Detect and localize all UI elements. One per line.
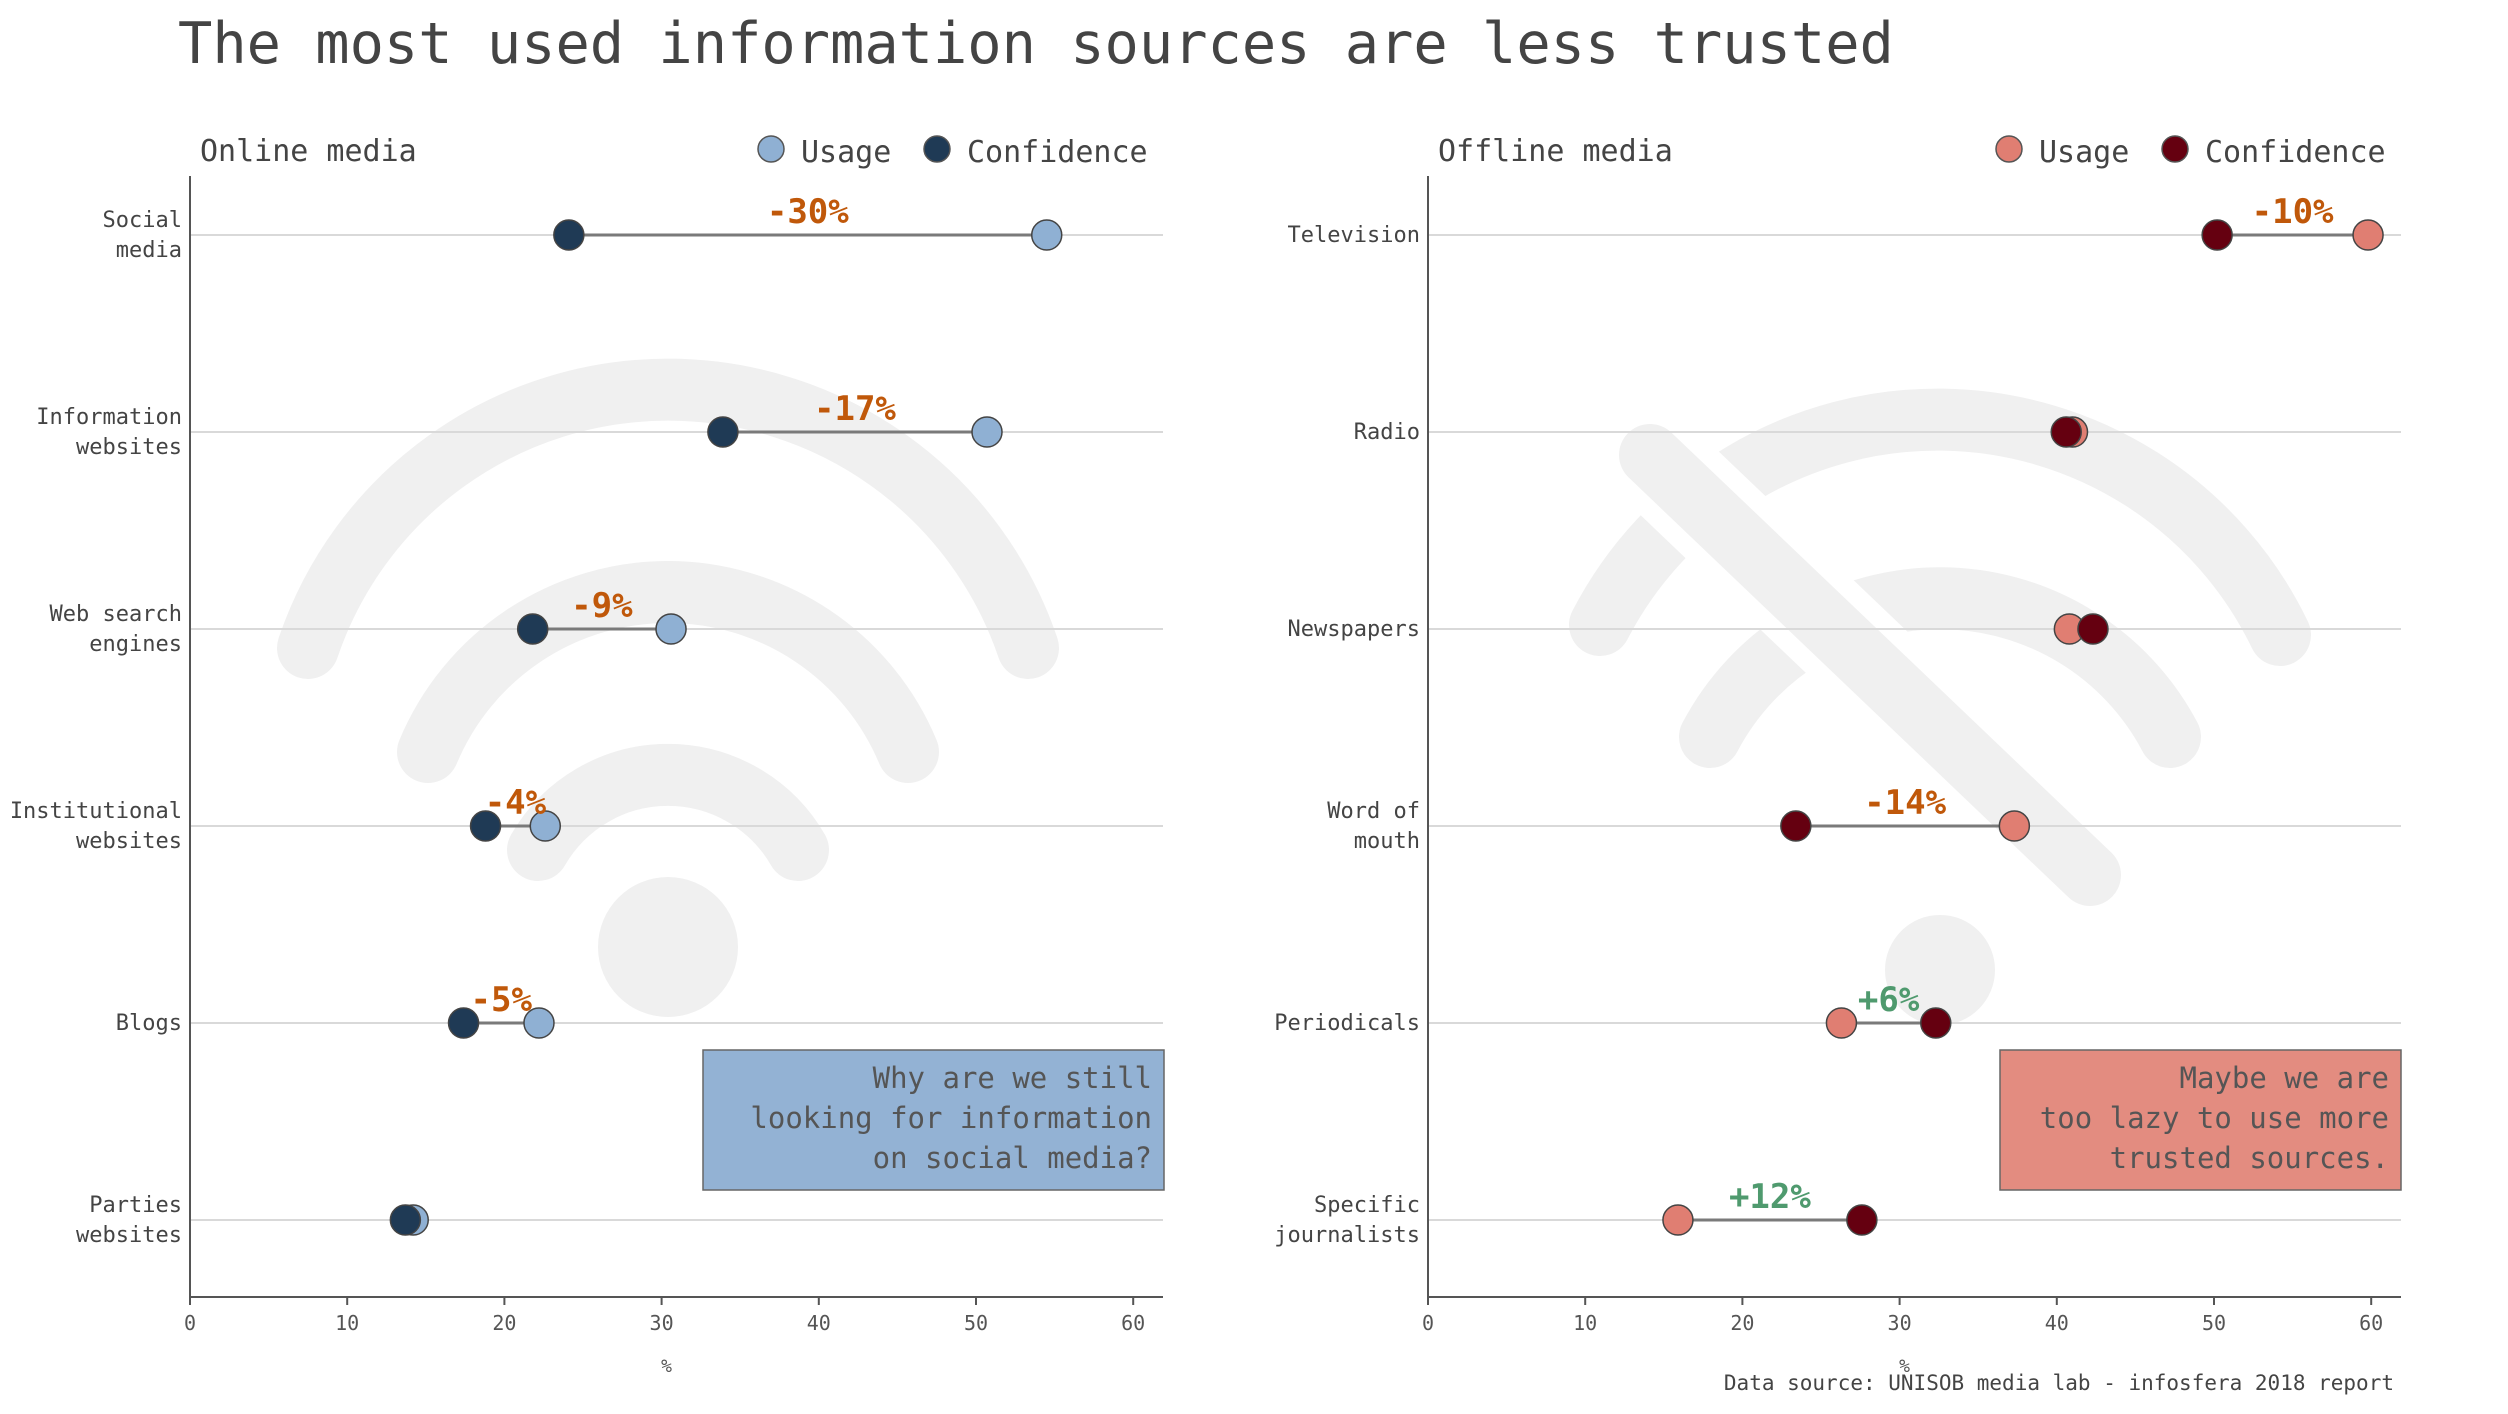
category-label: Specific bbox=[1314, 1193, 1420, 1218]
wifi-off-icon bbox=[1569, 388, 2311, 1025]
usage-point bbox=[529, 810, 562, 842]
legend-usage-label: Usage bbox=[2039, 135, 2129, 170]
wifi-icon bbox=[277, 358, 1059, 1017]
difference-label: -17% bbox=[814, 389, 896, 429]
confidence-point bbox=[2077, 613, 2109, 645]
legend-confidence-label: Confidence bbox=[967, 135, 1148, 170]
category-label: Social bbox=[103, 208, 182, 233]
confidence-point bbox=[1780, 810, 1812, 842]
category-label: Television bbox=[1288, 223, 1420, 248]
x-axis-label: % bbox=[661, 1356, 672, 1377]
x-tick-label: 30 bbox=[650, 1311, 674, 1335]
usage-point bbox=[2352, 219, 2384, 251]
difference-label: -9% bbox=[571, 586, 633, 626]
confidence-point bbox=[1846, 1204, 1878, 1236]
difference-label: +12% bbox=[1729, 1177, 1811, 1217]
annotation-text: Why are we still bbox=[873, 1061, 1152, 1095]
difference-label: -14% bbox=[1864, 783, 1946, 823]
category-label: Newspapers bbox=[1288, 617, 1420, 642]
category-label: Web search bbox=[50, 602, 182, 627]
confidence-point bbox=[469, 810, 502, 842]
annotation-text: looking for information bbox=[750, 1101, 1152, 1135]
category-label: websites bbox=[76, 829, 182, 854]
legend-usage-label: Usage bbox=[801, 135, 891, 170]
x-tick-label: 0 bbox=[1422, 1311, 1434, 1335]
confidence-point bbox=[553, 219, 585, 251]
legend-usage-marker bbox=[757, 135, 785, 163]
category-label: Radio bbox=[1354, 420, 1420, 445]
chart-title: The most used information sources are le… bbox=[178, 11, 1894, 77]
difference-label: -10% bbox=[2252, 192, 2334, 232]
x-tick-label: 40 bbox=[2045, 1311, 2069, 1335]
panel-subtitle: Online media bbox=[200, 134, 417, 169]
annotation-box bbox=[702, 1049, 1165, 1191]
category-label: Parties bbox=[89, 1193, 182, 1218]
annotation-box bbox=[1999, 1049, 2402, 1191]
legend-confidence-marker bbox=[923, 135, 951, 163]
category-label: websites bbox=[76, 1223, 182, 1248]
confidence-point bbox=[2050, 416, 2082, 448]
confidence-point bbox=[1920, 1007, 1952, 1039]
category-label: Periodicals bbox=[1274, 1011, 1420, 1036]
legend-usage-marker bbox=[1995, 135, 2023, 163]
x-tick-label: 40 bbox=[807, 1311, 831, 1335]
usage-point bbox=[655, 613, 687, 645]
usage-point bbox=[1998, 810, 2031, 842]
difference-label: +6% bbox=[1858, 980, 1920, 1020]
annotation-text: Maybe we are bbox=[2179, 1061, 2389, 1095]
category-label: engines bbox=[89, 632, 182, 657]
usage-point bbox=[1662, 1204, 1694, 1236]
confidence-point bbox=[2201, 219, 2233, 251]
category-label: media bbox=[116, 238, 182, 263]
confidence-point bbox=[707, 416, 739, 448]
difference-label: -5% bbox=[471, 980, 533, 1020]
category-label: mouth bbox=[1354, 829, 1420, 854]
confidence-point bbox=[447, 1007, 480, 1039]
x-tick-label: 0 bbox=[184, 1311, 196, 1335]
annotation-text: trusted sources. bbox=[2110, 1141, 2389, 1175]
panel-offline: 0 10 20 30 40 50 60% Offline media Usage Confiden… bbox=[1274, 134, 2402, 1377]
confidence-point bbox=[516, 613, 549, 645]
x-tick-label: 30 bbox=[1888, 1311, 1912, 1335]
category-label: journalists bbox=[1274, 1223, 1420, 1248]
x-tick-label: 20 bbox=[1730, 1311, 1754, 1335]
x-tick-label: 60 bbox=[1121, 1311, 1145, 1335]
panel-subtitle: Offline media bbox=[1438, 134, 1673, 169]
legend-confidence-marker bbox=[2161, 135, 2189, 163]
category-label: Information bbox=[36, 405, 182, 430]
category-label: Institutional bbox=[10, 799, 182, 824]
annotation-text: too lazy to use more bbox=[2040, 1101, 2389, 1135]
category-label: websites bbox=[76, 435, 182, 460]
usage-point bbox=[1825, 1007, 1858, 1039]
usage-point bbox=[1030, 219, 1063, 251]
difference-label: -30% bbox=[767, 192, 849, 232]
x-tick-label: 20 bbox=[492, 1311, 516, 1335]
legend-confidence-label: Confidence bbox=[2205, 135, 2386, 170]
x-tick-label: 10 bbox=[1573, 1311, 1597, 1335]
panel-online: 0 10 20 30 40 50 60% Online media Usage Confidenc… bbox=[10, 134, 1165, 1377]
usage-point bbox=[971, 416, 1003, 448]
category-label: Blogs bbox=[116, 1011, 182, 1036]
category-label: Word of bbox=[1327, 799, 1420, 824]
difference-label: -4% bbox=[485, 783, 547, 823]
x-tick-label: 10 bbox=[335, 1311, 359, 1335]
annotation-text: on social media? bbox=[873, 1141, 1152, 1175]
x-tick-label: 60 bbox=[2359, 1311, 2383, 1335]
data-source-note: Data source: UNISOB media lab - infosfer… bbox=[1724, 1371, 2394, 1395]
x-tick-label: 50 bbox=[2202, 1311, 2226, 1335]
usage-point bbox=[523, 1007, 555, 1039]
x-axis-label: % bbox=[1899, 1356, 1910, 1377]
x-tick-label: 50 bbox=[964, 1311, 988, 1335]
confidence-point bbox=[389, 1204, 422, 1236]
